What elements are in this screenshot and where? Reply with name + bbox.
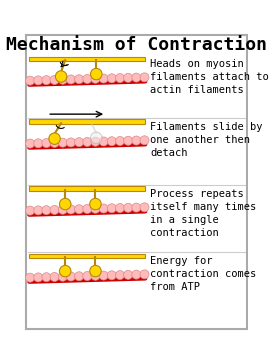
- Circle shape: [25, 206, 35, 215]
- Circle shape: [91, 137, 100, 146]
- Circle shape: [42, 273, 51, 282]
- Circle shape: [99, 204, 108, 213]
- Circle shape: [107, 271, 116, 280]
- Circle shape: [90, 68, 102, 80]
- Text: Energy for
contraction comes
from ATP: Energy for contraction comes from ATP: [150, 256, 256, 292]
- Circle shape: [58, 75, 67, 84]
- Circle shape: [132, 270, 141, 279]
- Circle shape: [124, 73, 133, 82]
- Bar: [29, 119, 145, 123]
- Circle shape: [58, 138, 67, 147]
- Circle shape: [140, 73, 149, 82]
- Bar: [29, 254, 145, 258]
- Circle shape: [58, 205, 67, 214]
- Circle shape: [132, 136, 141, 145]
- Text: Filaments slide by
one another then
detach: Filaments slide by one another then deta…: [150, 122, 263, 158]
- Circle shape: [75, 205, 84, 214]
- Circle shape: [42, 206, 51, 215]
- Circle shape: [66, 272, 75, 281]
- Circle shape: [124, 270, 133, 279]
- Circle shape: [132, 203, 141, 212]
- Circle shape: [115, 136, 124, 146]
- Circle shape: [66, 75, 75, 84]
- Circle shape: [99, 137, 108, 146]
- Circle shape: [66, 138, 75, 147]
- Bar: [29, 186, 145, 191]
- Circle shape: [49, 133, 60, 145]
- Circle shape: [34, 273, 43, 282]
- Circle shape: [25, 273, 35, 282]
- Circle shape: [90, 198, 101, 210]
- Circle shape: [140, 136, 149, 145]
- Text: Process repeats
itself many times
in a single
contraction: Process repeats itself many times in a s…: [150, 189, 256, 238]
- Circle shape: [66, 205, 75, 214]
- Circle shape: [59, 198, 71, 210]
- Circle shape: [115, 270, 124, 280]
- Circle shape: [140, 270, 149, 279]
- Circle shape: [91, 74, 100, 83]
- Circle shape: [132, 73, 141, 82]
- Circle shape: [99, 271, 108, 280]
- Circle shape: [75, 272, 84, 281]
- Circle shape: [25, 139, 35, 148]
- Circle shape: [140, 203, 149, 212]
- Circle shape: [34, 206, 43, 215]
- Circle shape: [50, 273, 59, 281]
- Circle shape: [99, 74, 108, 83]
- Circle shape: [90, 132, 102, 143]
- Circle shape: [55, 71, 67, 82]
- Circle shape: [34, 76, 43, 85]
- Circle shape: [25, 76, 35, 85]
- Circle shape: [91, 204, 100, 213]
- Circle shape: [107, 204, 116, 213]
- Circle shape: [107, 137, 116, 146]
- Circle shape: [59, 265, 71, 277]
- Circle shape: [50, 75, 59, 84]
- Circle shape: [115, 203, 124, 213]
- Circle shape: [34, 139, 43, 148]
- Circle shape: [42, 139, 51, 148]
- Circle shape: [107, 74, 116, 83]
- Circle shape: [124, 136, 133, 145]
- Circle shape: [75, 75, 84, 84]
- Circle shape: [83, 272, 92, 281]
- Circle shape: [83, 75, 92, 83]
- Circle shape: [50, 205, 59, 214]
- Circle shape: [91, 271, 100, 280]
- Text: Heads on myosin
filaments attach to
actin filaments: Heads on myosin filaments attach to acti…: [150, 59, 269, 95]
- Text: Mechanism of Contraction: Mechanism of Contraction: [6, 36, 267, 55]
- Circle shape: [115, 74, 124, 83]
- Circle shape: [124, 203, 133, 212]
- Circle shape: [83, 205, 92, 213]
- Circle shape: [58, 272, 67, 281]
- Bar: [29, 56, 145, 60]
- Circle shape: [42, 76, 51, 85]
- Circle shape: [75, 138, 84, 147]
- Circle shape: [50, 138, 59, 147]
- Circle shape: [90, 265, 101, 277]
- Circle shape: [83, 138, 92, 146]
